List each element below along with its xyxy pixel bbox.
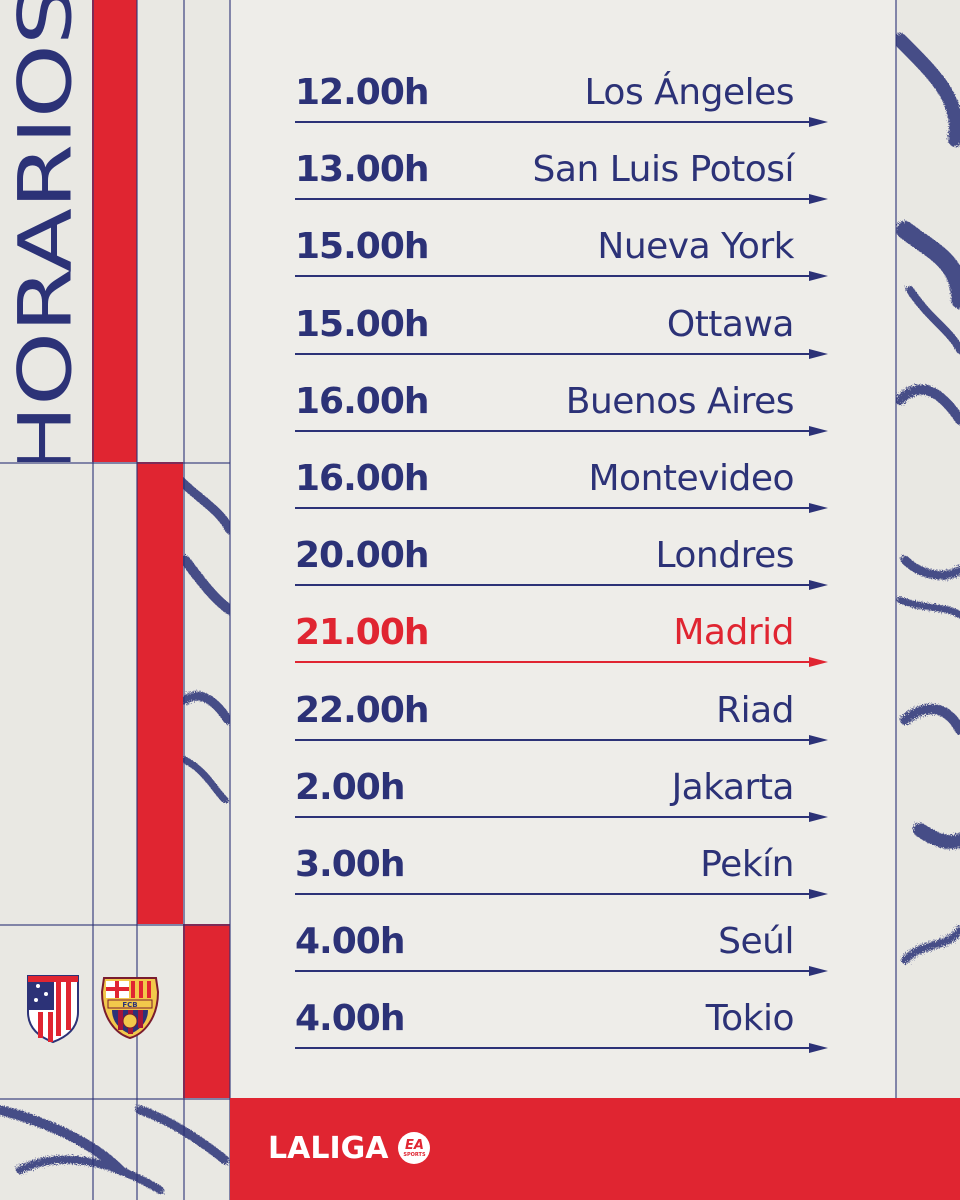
- kickoff-time: 20.00h: [295, 535, 429, 577]
- arrow-right-icon: [295, 889, 828, 899]
- kickoff-time: 21.00h: [295, 612, 429, 654]
- city-name: Los Ángeles: [584, 72, 795, 113]
- kickoff-time: 16.00h: [295, 380, 429, 422]
- grid-line: [183, 0, 185, 1200]
- arrow-right-icon: [295, 194, 828, 205]
- arrow-right-icon: [295, 503, 828, 513]
- city-name: Londres: [655, 535, 794, 577]
- fc-barcelona-crest-icon: FCB: [100, 977, 160, 1040]
- schedule-row: 13.00h San Luis Potosí: [295, 149, 830, 225]
- city-name: Tokio: [705, 998, 795, 1040]
- schedule-list: 12.00h Los Ángeles 13.00h San Luis Potosí 15…: [295, 72, 830, 1074]
- city-name: Pekín: [700, 844, 794, 885]
- schedule-panel: [230, 0, 896, 1098]
- ea-label: EA: [404, 1137, 424, 1153]
- arrow-right-icon: [295, 1043, 828, 1054]
- schedule-row: 22.00h Riad: [295, 690, 830, 766]
- schedule-row: 16.00h Montevideo: [295, 458, 830, 534]
- kickoff-time: 15.00h: [295, 303, 429, 345]
- arrow-right-icon: [295, 966, 828, 977]
- kickoff-time: 22.00h: [295, 689, 429, 731]
- city-name: Seúl: [718, 921, 794, 963]
- atletico-madrid-crest-icon: [27, 975, 79, 1044]
- arrow-right-icon: [295, 811, 828, 822]
- city-name: Ottawa: [666, 303, 795, 345]
- city-name: Madrid: [673, 612, 794, 654]
- fcb-crest-letters: FCB: [122, 1001, 137, 1009]
- grid-line: [0, 462, 230, 464]
- sports-label: SPORTS: [403, 1151, 426, 1158]
- kickoff-time: 2.00h: [295, 766, 405, 808]
- ea-sports-icon: EA SPORTS: [398, 1132, 431, 1164]
- schedule-row: 4.00h Tokio: [295, 998, 830, 1074]
- kickoff-time: 15.00h: [295, 226, 429, 268]
- grid-line: [229, 0, 231, 1200]
- kickoff-time: 4.00h: [295, 998, 405, 1040]
- arrow-right-icon: [295, 348, 828, 359]
- city-name: Riad: [716, 689, 794, 731]
- grid-line: [92, 0, 94, 1200]
- city-name: San Luis Potosí: [532, 149, 795, 191]
- schedule-row: 2.00h Jakarta: [295, 767, 830, 843]
- red-block-middle: [137, 462, 183, 924]
- arrow-right-icon: [295, 271, 828, 282]
- schedule-row: 3.00h Pekín: [295, 844, 830, 920]
- arrow-right-icon: [295, 657, 828, 668]
- kickoff-time: 16.00h: [295, 458, 429, 499]
- kickoff-time: 3.00h: [295, 844, 405, 885]
- red-block-title: [92, 0, 137, 462]
- city-name: Buenos Aires: [565, 380, 795, 422]
- grid-line: [0, 1098, 230, 1100]
- schedule-row: 15.00h Nueva York: [295, 226, 830, 302]
- grid-line: [136, 0, 138, 1200]
- schedule-row: 12.00h Los Ángeles: [295, 72, 830, 148]
- city-name: Nueva York: [597, 226, 794, 268]
- grid-line: [0, 924, 230, 926]
- red-block-bottom: [183, 924, 230, 1098]
- schedule-row-highlighted: 21.00h Madrid: [295, 612, 830, 688]
- arrow-right-icon: [295, 425, 828, 436]
- laliga-wordmark: LALIGA: [268, 1130, 389, 1166]
- laliga-logo: LALIGA EA SPORTS: [268, 1128, 431, 1168]
- schedule-row: 16.00h Buenos Aires: [295, 381, 830, 457]
- schedule-row: 20.00h Londres: [295, 535, 830, 611]
- schedule-row: 4.00h Seúl: [295, 921, 830, 997]
- kickoff-time: 4.00h: [295, 921, 405, 963]
- city-name: Jakarta: [671, 766, 795, 808]
- footer-bar: [230, 1098, 960, 1200]
- schedule-row: 15.00h Ottawa: [295, 304, 830, 380]
- arrow-right-icon: [295, 117, 828, 127]
- arrow-right-icon: [295, 734, 828, 745]
- kickoff-time: 13.00h: [295, 149, 429, 191]
- city-name: Montevideo: [588, 458, 795, 499]
- kickoff-time: 12.00h: [295, 72, 429, 113]
- arrow-right-icon: [295, 580, 828, 591]
- grid-line: [895, 0, 897, 1098]
